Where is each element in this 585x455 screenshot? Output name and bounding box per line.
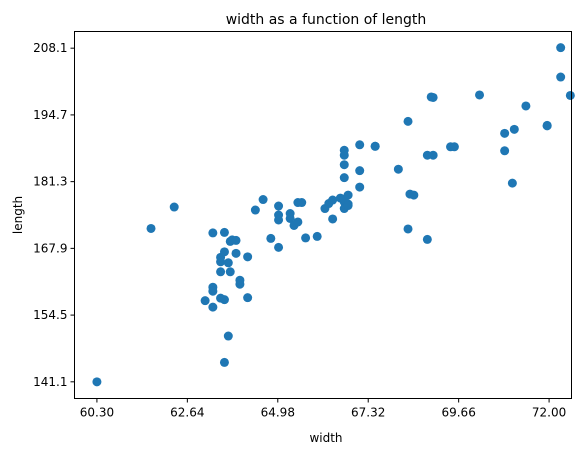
data-point-66 [409,190,419,200]
data-point-62 [393,164,403,174]
data-point-83 [556,72,566,82]
data-point-21 [231,235,241,245]
data-point-44 [328,195,338,205]
x-tick-label: 64.98 [261,406,295,420]
data-point-30 [274,201,284,211]
data-point-74 [475,90,485,100]
data-point-33 [274,215,284,225]
plot-frame [74,31,572,399]
data-point-39 [297,198,307,208]
data-point-40 [301,233,311,243]
data-point-63 [403,116,413,126]
data-point-71 [428,92,438,102]
x-tick-label: 72.00 [532,406,566,420]
data-point-53 [339,173,349,183]
y-tick-label: 141.1 [33,375,67,389]
data-point-54 [339,160,349,170]
data-point-64 [403,224,413,234]
data-point-82 [556,43,566,53]
data-point-24 [235,275,245,285]
data-point-28 [258,195,268,205]
data-point-0 [92,377,102,387]
data-point-26 [243,252,253,262]
chart-title: width as a function of length [226,12,427,28]
data-point-22 [231,248,241,258]
data-point-77 [507,178,517,188]
data-point-45 [328,214,338,224]
data-point-58 [355,140,365,150]
x-tick-label: 69.66 [441,406,475,420]
y-tick-label: 208.1 [33,41,67,55]
data-point-27 [250,205,260,215]
data-point-78 [509,124,519,134]
y-tick-label: 167.9 [33,241,67,255]
data-point-7 [208,228,218,238]
data-point-84 [565,90,575,100]
data-point-67 [422,234,432,244]
data-point-15 [219,357,229,367]
y-axis-ticks: 141.1 154.5 167.9 181.3 194.7 208.1 [33,41,75,389]
data-point-19 [225,267,235,277]
data-point-9 [216,267,226,277]
data-point-37 [293,217,303,227]
data-point-75 [500,128,510,138]
y-tick-label: 154.5 [33,308,67,322]
data-point-35 [285,209,295,219]
x-axis-label: width [309,431,342,445]
data-point-5 [208,286,218,296]
data-point-32 [274,242,284,252]
data-point-51 [343,190,353,200]
x-axis-ticks: 60.30 62.64 64.98 67.32 69.66 72.00 [80,398,566,420]
y-tick-label: 194.7 [33,108,67,122]
y-tick-label: 181.3 [33,175,67,189]
data-point-6 [208,302,218,312]
data-point-17 [223,258,233,268]
data-point-56 [339,145,349,155]
data-point-57 [355,166,365,176]
x-tick-label: 67.32 [351,406,385,420]
data-point-61 [370,141,380,151]
data-point-11 [219,247,229,257]
data-point-14 [216,293,226,303]
data-point-25 [243,293,253,303]
data-point-29 [266,233,276,243]
data-point-41 [312,231,322,241]
data-point-59 [355,182,365,192]
data-point-76 [500,146,510,156]
points-layer [92,43,575,387]
data-point-12 [219,227,229,237]
data-point-3 [200,296,210,306]
data-point-79 [521,101,531,111]
x-tick-label: 60.30 [80,406,114,420]
data-point-52 [343,201,353,211]
data-point-73 [449,142,459,152]
data-point-1 [146,223,156,233]
data-point-16 [223,331,233,341]
y-axis-label: length [11,196,25,234]
data-point-81 [542,121,552,131]
data-point-69 [428,150,438,160]
x-tick-label: 62.64 [170,406,204,420]
data-point-2 [169,202,179,212]
